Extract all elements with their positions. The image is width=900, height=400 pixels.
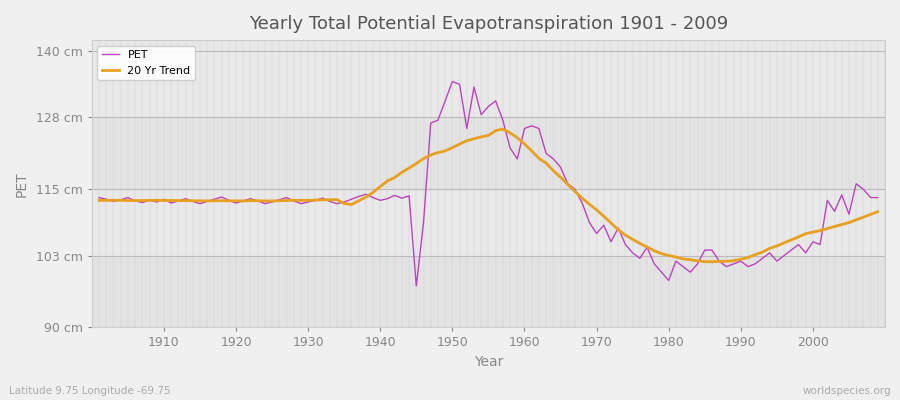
PET bbox=[310, 198, 320, 203]
20 Yr Trend bbox=[706, 259, 717, 264]
20 Yr Trend bbox=[498, 127, 508, 132]
Bar bbox=[92, 256, 885, 328]
20 Yr Trend bbox=[310, 198, 320, 202]
PET bbox=[94, 195, 104, 200]
PET bbox=[447, 79, 458, 84]
Line: 20 Yr Trend: 20 Yr Trend bbox=[99, 129, 878, 262]
20 Yr Trend bbox=[353, 198, 364, 203]
20 Yr Trend bbox=[151, 198, 162, 203]
20 Yr Trend bbox=[526, 148, 537, 153]
20 Yr Trend bbox=[94, 198, 104, 203]
Bar bbox=[92, 189, 885, 256]
Title: Yearly Total Potential Evapotranspiration 1901 - 2009: Yearly Total Potential Evapotranspiratio… bbox=[248, 15, 728, 33]
Legend: PET, 20 Yr Trend: PET, 20 Yr Trend bbox=[97, 46, 195, 80]
PET bbox=[872, 195, 883, 200]
20 Yr Trend bbox=[613, 228, 624, 232]
Text: Latitude 9.75 Longitude -69.75: Latitude 9.75 Longitude -69.75 bbox=[9, 386, 171, 396]
20 Yr Trend bbox=[519, 142, 530, 146]
Line: PET: PET bbox=[99, 82, 878, 286]
PET bbox=[411, 284, 422, 288]
PET bbox=[534, 126, 544, 131]
PET bbox=[353, 194, 364, 199]
Bar bbox=[92, 51, 885, 118]
Y-axis label: PET: PET bbox=[15, 171, 29, 196]
20 Yr Trend bbox=[872, 209, 883, 214]
Text: worldspecies.org: worldspecies.org bbox=[803, 386, 891, 396]
PET bbox=[620, 242, 631, 247]
PET bbox=[526, 123, 537, 128]
PET bbox=[151, 200, 162, 204]
X-axis label: Year: Year bbox=[473, 355, 503, 369]
Bar bbox=[92, 118, 885, 189]
